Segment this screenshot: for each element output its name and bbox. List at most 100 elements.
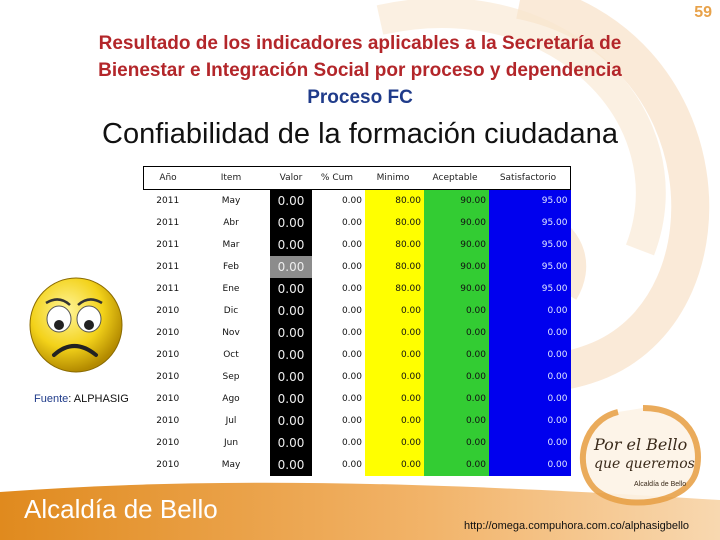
minimo-cell: 0.00 (365, 410, 424, 432)
valor-cell: 0.00 (270, 388, 312, 410)
year-cell: 2010 (156, 350, 180, 360)
source-value: : ALPHASIG (68, 393, 129, 405)
valor-cell: 0.00 (270, 410, 312, 432)
minimo-cell: 0.00 (365, 366, 424, 388)
indicator-table: Año Item Valor % Cum Minimo Aceptable Sa… (143, 166, 571, 476)
satisfactorio-cell: 95.00 (489, 278, 571, 300)
aceptable-cell: 0.00 (424, 410, 489, 432)
satisfactorio-cell: 0.00 (489, 454, 571, 476)
year-cell: 2010 (156, 328, 180, 338)
year-cell: 2010 (156, 416, 180, 426)
cum-cell: 0.00 (341, 438, 362, 448)
por-el-bello-logo: Por el Bello que queremos Alcaldía de Be… (579, 405, 701, 506)
header-minimo: Minimo (365, 166, 424, 190)
minimo-cell: 80.00 (365, 278, 424, 300)
minimo-cell: 80.00 (365, 256, 424, 278)
item-cell: Ene (222, 284, 240, 294)
cum-cell: 0.00 (341, 284, 362, 294)
satisfactorio-cell: 0.00 (489, 410, 571, 432)
valor-cell: 0.00 (270, 212, 312, 234)
minimo-cell: 0.00 (365, 432, 424, 454)
table-row: 2010 Nov 0.00 0.00 0.00 0.00 0.00 (144, 322, 571, 344)
source-url: http://omega.compuhora.com.co/alphasigbe… (464, 520, 690, 532)
item-cell: Dic (223, 306, 239, 316)
valor-cell: 0.00 (270, 256, 312, 278)
cum-cell: 0.00 (341, 372, 362, 382)
valor-cell: 0.00 (270, 189, 312, 212)
minimo-cell: 0.00 (365, 388, 424, 410)
table-row: 2010 May 0.00 0.00 0.00 0.00 0.00 (144, 454, 571, 476)
valor-cell: 0.00 (270, 234, 312, 256)
item-cell: Abr (223, 218, 239, 228)
valor-cell: 0.00 (270, 322, 312, 344)
item-cell: Nov (222, 328, 240, 338)
cum-cell: 0.00 (341, 240, 362, 250)
satisfactorio-cell: 95.00 (489, 234, 571, 256)
minimo-cell: 0.00 (365, 344, 424, 366)
cum-cell: 0.00 (341, 394, 362, 404)
year-cell: 2010 (156, 394, 180, 404)
valor-cell: 0.00 (270, 344, 312, 366)
satisfactorio-cell: 0.00 (489, 322, 571, 344)
satisfactorio-cell: 0.00 (489, 388, 571, 410)
year-cell: 2010 (156, 460, 180, 470)
satisfactorio-cell: 0.00 (489, 300, 571, 322)
logo-caption: Alcaldía de Bello (634, 481, 686, 488)
valor-cell: 0.00 (270, 366, 312, 388)
aceptable-cell: 0.00 (424, 322, 489, 344)
table-row: 2010 Sep 0.00 0.00 0.00 0.00 0.00 (144, 366, 571, 388)
minimo-cell: 0.00 (365, 300, 424, 322)
minimo-cell: 0.00 (365, 322, 424, 344)
year-cell: 2010 (156, 372, 180, 382)
aceptable-cell: 90.00 (424, 234, 489, 256)
sad-face-icon (29, 277, 123, 373)
cum-cell: 0.00 (341, 328, 362, 338)
aceptable-cell: 0.00 (424, 344, 489, 366)
valor-cell: 0.00 (270, 432, 312, 454)
title-line-1: Resultado de los indicadores aplicables … (98, 33, 622, 54)
year-cell: 2011 (156, 240, 180, 250)
table-row: 2010 Jul 0.00 0.00 0.00 0.00 0.00 (144, 410, 571, 432)
aceptable-cell: 0.00 (424, 432, 489, 454)
source-label: Fuente (34, 393, 69, 405)
header-year: Año (143, 166, 192, 190)
footer-title: Alcaldía de Bello (24, 494, 218, 524)
cum-cell: 0.00 (341, 416, 362, 426)
header-satisfactorio: Satisfactorio (489, 166, 571, 190)
page-title: Resultado de los indicadores aplicables … (50, 30, 670, 111)
valor-cell: 0.00 (270, 454, 312, 476)
process-title: Proceso FC (307, 87, 413, 108)
item-cell: May (221, 196, 241, 206)
item-cell: Sep (222, 372, 240, 382)
valor-cell: 0.00 (270, 278, 312, 300)
table-row: 2010 Jun 0.00 0.00 0.00 0.00 0.00 (144, 432, 571, 454)
satisfactorio-cell: 95.00 (489, 189, 571, 212)
item-cell: Ago (222, 394, 240, 404)
table-row: 2011 Feb 0.00 0.00 80.00 90.00 95.00 (144, 256, 571, 278)
logo-line-1: Por el Bello (593, 435, 687, 454)
year-cell: 2011 (156, 262, 180, 272)
cum-cell: 0.00 (341, 306, 362, 316)
header-cum: % Cum (312, 166, 365, 190)
table-row: 2010 Ago 0.00 0.00 0.00 0.00 0.00 (144, 388, 571, 410)
year-cell: 2011 (156, 284, 180, 294)
minimo-cell: 0.00 (365, 454, 424, 476)
year-cell: 2011 (156, 196, 180, 206)
footer-banner (0, 482, 720, 540)
aceptable-cell: 0.00 (424, 366, 489, 388)
item-cell: Feb (223, 262, 239, 272)
logo-line-2: que queremos (594, 456, 695, 472)
item-cell: May (221, 460, 241, 470)
item-cell: Jul (225, 416, 237, 426)
aceptable-cell: 90.00 (424, 212, 489, 234)
minimo-cell: 80.00 (365, 234, 424, 256)
header-aceptable: Aceptable (424, 166, 489, 190)
cum-cell: 0.00 (341, 196, 362, 206)
table-row: 2010 Dic 0.00 0.00 0.00 0.00 0.00 (144, 300, 571, 322)
aceptable-cell: 90.00 (424, 278, 489, 300)
minimo-cell: 80.00 (365, 189, 424, 212)
table-row: 2011 May 0.00 0.00 80.00 90.00 95.00 (144, 189, 571, 212)
table-row: 2010 Oct 0.00 0.00 0.00 0.00 0.00 (144, 344, 571, 366)
indicator-subtitle: Confiabilidad de la formación ciudadana (102, 118, 618, 150)
minimo-cell: 80.00 (365, 212, 424, 234)
